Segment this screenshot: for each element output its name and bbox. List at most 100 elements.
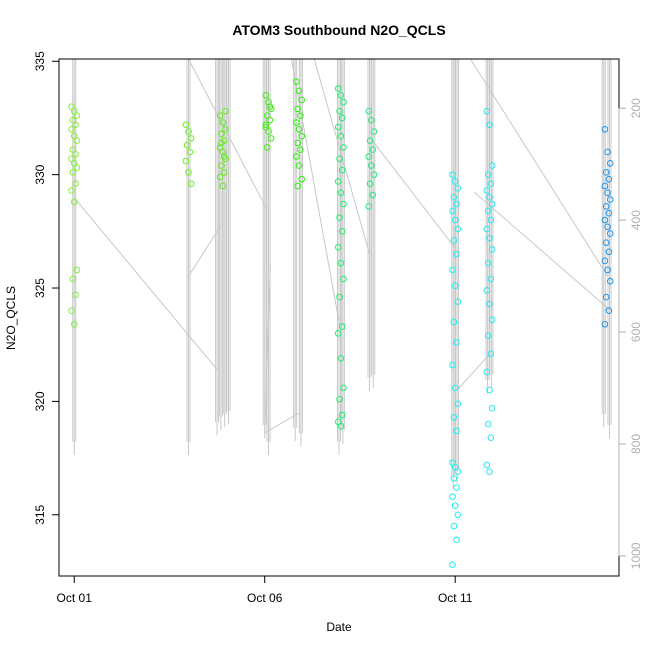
data-point [484,259,492,267]
data-point [484,171,492,178]
data-point [606,277,614,285]
data-point [297,146,304,154]
data-point [334,85,342,92]
data-point [366,180,374,188]
data-point [340,144,347,151]
data-point [488,200,496,208]
data-point [220,153,228,160]
data-point [70,321,78,328]
data-point [487,216,495,224]
data-point [602,293,610,301]
data-point [604,223,611,231]
data-point [449,171,456,178]
data-point [484,420,492,428]
data-point [69,169,77,176]
data-point [70,198,78,206]
data-point [218,139,225,147]
data-point [337,132,345,140]
x-axis-label: Date [326,620,352,634]
data-point [370,128,378,135]
data-point [73,164,81,172]
data-point [216,173,224,181]
data-point [219,182,227,190]
data-point [601,257,609,265]
data-point [451,384,459,392]
data-point [602,169,610,176]
data-point [605,175,613,183]
data-point [265,128,272,135]
data-point [454,400,462,407]
data-point [263,144,271,151]
data-point [72,180,79,188]
secondary-tick-label: 200 [629,98,643,118]
data-point [487,180,495,188]
data-point [72,291,79,299]
data-point [486,234,493,242]
pressure-transit-line [313,58,370,254]
data-point [337,189,345,197]
data-point [185,169,192,176]
data-point [453,536,460,544]
data-point [453,250,460,258]
data-points [68,78,614,568]
data-point [262,91,270,99]
data-point [486,121,493,129]
y-tick-label: 335 [33,51,47,71]
data-point [338,228,346,235]
y-tick-label: 330 [33,164,47,184]
data-point [605,307,613,314]
data-point [266,116,274,124]
data-point [295,162,303,169]
data-point [453,200,460,208]
y-tick-label: 325 [33,278,47,298]
data-point [337,355,345,362]
data-point [606,230,614,237]
pressure-transit-line [473,191,610,311]
data-point [449,561,456,568]
data-point [73,137,81,144]
data-point [604,266,611,274]
data-point [265,98,272,106]
data-point [340,384,347,392]
data-point [68,307,75,314]
data-point [186,148,194,156]
data-point [449,361,456,369]
data-point [487,350,495,358]
y-axis-label: N2O_QCLS [4,286,18,350]
data-point [68,125,75,133]
data-point [338,114,346,122]
data-point [337,259,345,267]
pressure-transit-line [372,141,456,249]
data-point [298,132,305,140]
data-point [338,166,346,174]
data-point [449,493,456,500]
data-point [604,148,611,156]
data-point [486,468,493,475]
data-point [601,125,609,133]
pressure-transit-line [470,58,608,277]
data-point [453,339,460,346]
data-point [451,282,459,290]
data-point [220,169,228,176]
data-point [454,184,462,192]
data-point [295,125,303,133]
data-point [601,321,609,328]
data-point [337,91,345,99]
data-point [483,187,491,194]
data-point [454,298,462,305]
data-point [185,128,192,135]
data-point [218,162,225,169]
data-point [449,207,456,215]
data-point [366,137,374,144]
data-point [294,105,301,113]
data-point [219,148,227,156]
data-point [606,196,614,203]
data-point [298,175,305,183]
data-point [187,180,195,188]
data-point [451,178,459,185]
data-point [340,275,347,283]
data-point [365,107,373,115]
data-point [68,187,75,194]
data-point [72,121,79,129]
data-point [295,87,303,95]
